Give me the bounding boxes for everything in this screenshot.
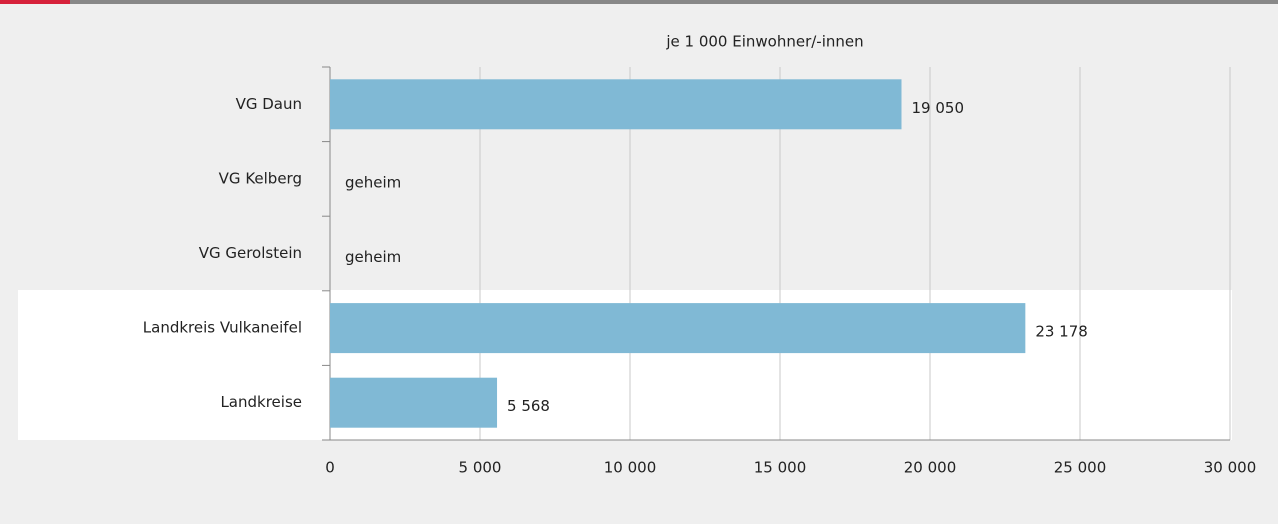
value-label: 23 178 <box>1035 323 1088 341</box>
top-rule <box>0 0 1278 4</box>
x-tick-label: 25 000 <box>1054 459 1107 477</box>
x-tick-label: 5 000 <box>459 459 502 477</box>
x-tick-label: 30 000 <box>1204 459 1257 477</box>
x-tick-label: 10 000 <box>604 459 657 477</box>
bar <box>330 79 902 130</box>
y-tick-label: VG Daun <box>236 95 302 113</box>
x-tick-label: 15 000 <box>754 459 807 477</box>
chart-title: je 1 000 Einwohner/-innen <box>665 33 863 51</box>
x-tick-label: 20 000 <box>904 459 957 477</box>
value-label: 5 568 <box>507 397 550 415</box>
y-tick-label: VG Kelberg <box>219 169 302 187</box>
x-tick-label: 0 <box>325 459 335 477</box>
y-tick-label: Landkreise <box>220 393 302 411</box>
y-tick-label: Landkreis Vulkaneifel <box>143 319 302 337</box>
bar <box>330 377 498 428</box>
y-tick-label: VG Gerolstein <box>199 244 302 262</box>
bar <box>330 303 1026 354</box>
top-accent <box>0 0 70 4</box>
value-label: geheim <box>345 248 401 266</box>
value-label: 19 050 <box>912 99 965 117</box>
value-label: geheim <box>345 173 401 191</box>
